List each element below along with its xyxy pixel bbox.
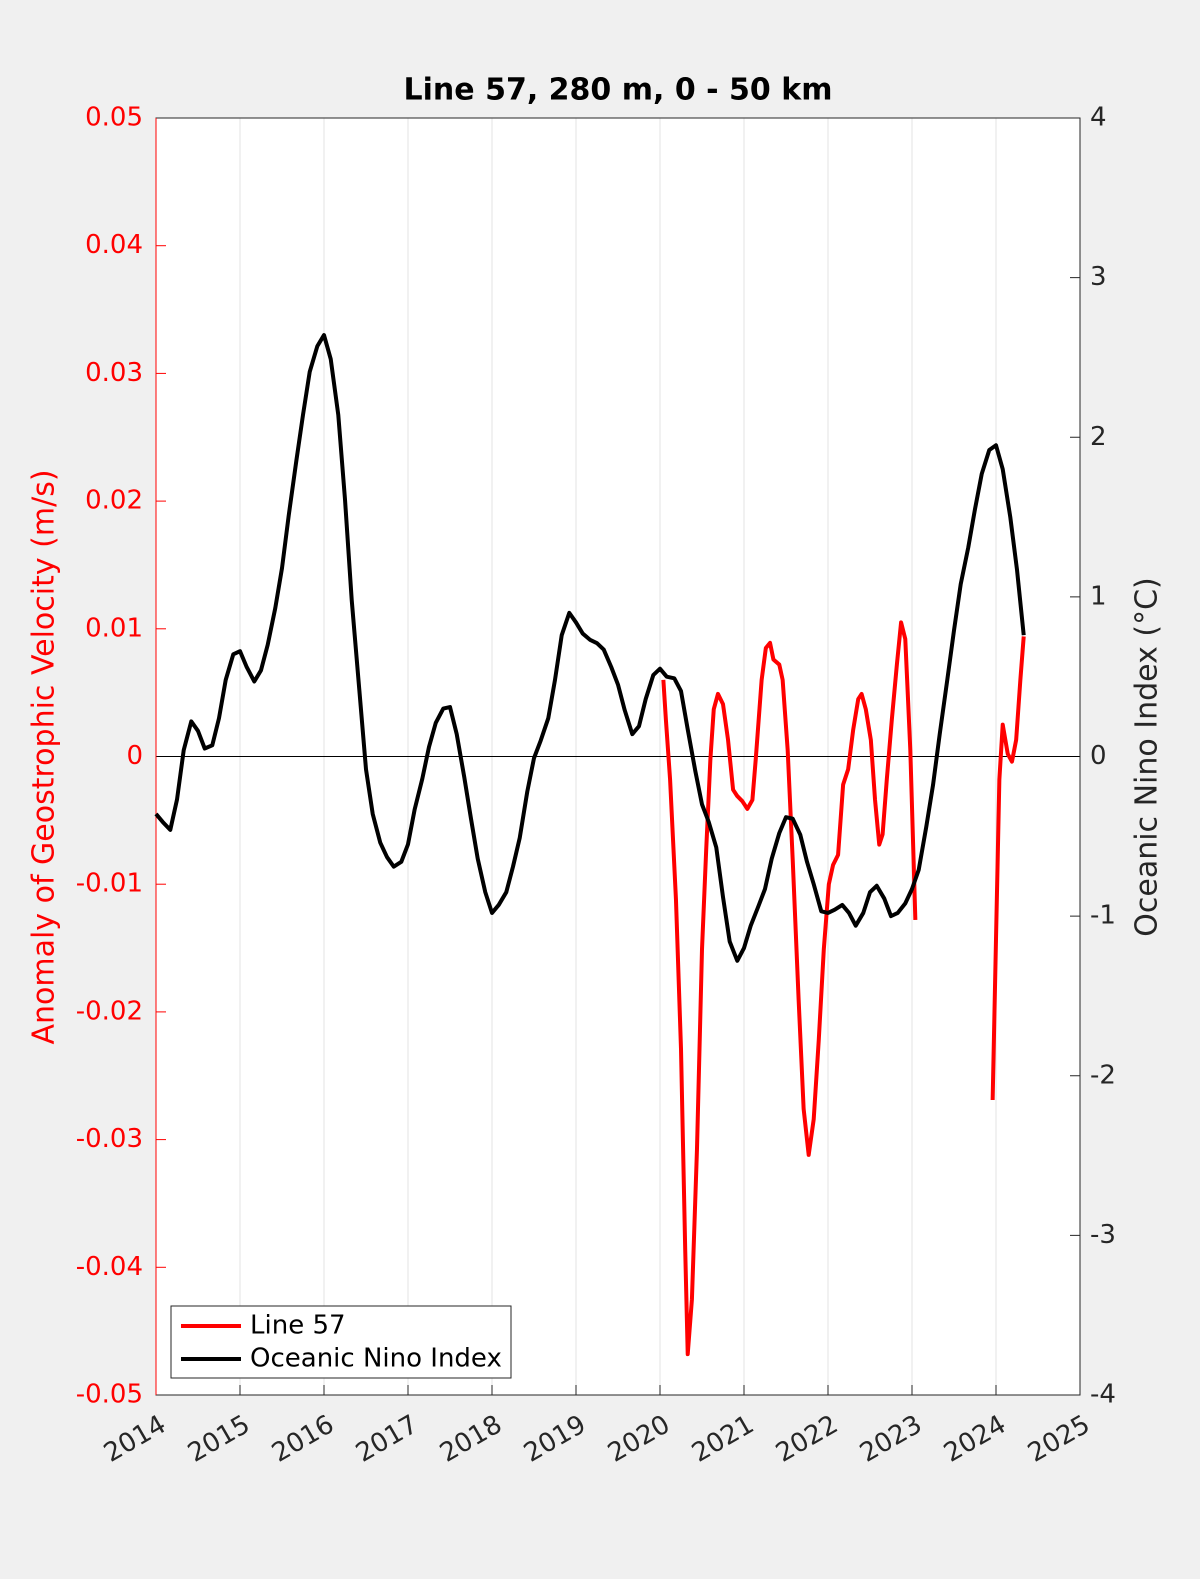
x-tick-label: 2020: [603, 1410, 675, 1469]
y-tick-label: 0.01: [85, 613, 143, 643]
y-tick-label: 0.04: [85, 230, 143, 260]
legend-label: Line 57: [250, 1311, 346, 1341]
x-tick-label: 2021: [687, 1410, 759, 1469]
x-tick-label: 2018: [435, 1410, 507, 1469]
y-tick-label: 0.05: [85, 103, 143, 133]
y2-tick-label: -1: [1090, 901, 1116, 931]
chart-title: Line 57, 280 m, 0 - 50 km: [404, 73, 833, 108]
y2-axis-label: Oceanic Nino Index (°C): [1130, 577, 1165, 937]
series-line: [661, 620, 1026, 1357]
y2-tick-label: 3: [1090, 262, 1107, 292]
y2-tick-label: 2: [1090, 422, 1107, 452]
y-tick-label: -0.05: [76, 1380, 143, 1410]
y-tick-label: 0: [126, 741, 143, 771]
legend-box: [170, 1305, 512, 1379]
legend-label: Oceanic Nino Index: [250, 1344, 502, 1374]
y2-tick-label: 0: [1090, 741, 1107, 771]
x-tick-label: 2015: [183, 1410, 255, 1469]
y2-tick-label: -4: [1090, 1380, 1116, 1410]
x-tick-label: 2019: [519, 1410, 591, 1469]
y-tick-label: -0.03: [76, 1124, 143, 1154]
series-line: [154, 333, 1026, 963]
y-axis-label: Anomaly of Geostrophic Velocity (m/s): [27, 469, 62, 1044]
y-tick-label: -0.02: [76, 996, 143, 1026]
x-tick-label: 2017: [351, 1410, 423, 1469]
y-tick-label: 0.03: [85, 358, 143, 388]
x-tick-label: 2024: [939, 1410, 1011, 1469]
x-tick-label: 2014: [99, 1410, 171, 1469]
y-tick-label: -0.01: [76, 869, 143, 899]
y-tick-label: -0.04: [76, 1252, 143, 1282]
y2-tick-label: 4: [1090, 103, 1107, 133]
x-tick-label: 2022: [771, 1410, 843, 1469]
y2-tick-label: -2: [1090, 1060, 1116, 1090]
x-tick-label: 2025: [1023, 1410, 1095, 1469]
y2-tick-label: 1: [1090, 581, 1107, 611]
y2-tick-label: -3: [1090, 1220, 1116, 1250]
y-tick-label: 0.02: [85, 486, 143, 516]
x-tick-label: 2016: [267, 1410, 339, 1469]
x-tick-label: 2023: [855, 1410, 927, 1469]
